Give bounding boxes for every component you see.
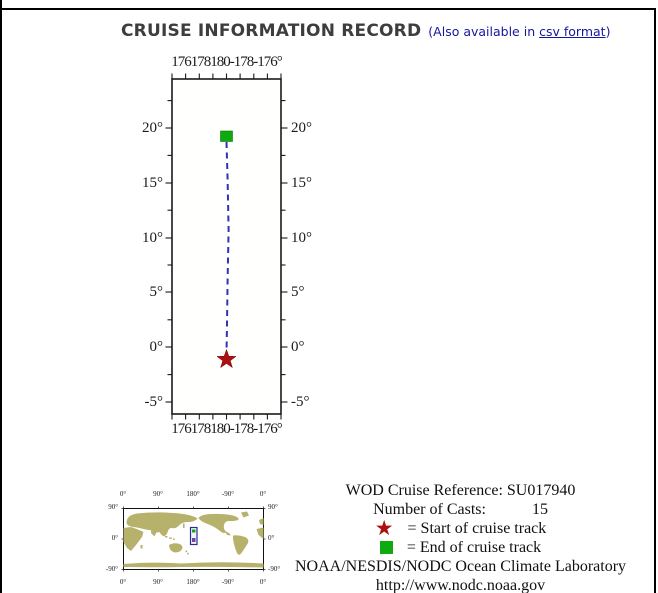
- mm-lon-top-180: 180°: [186, 490, 200, 498]
- lat-label-right-m5: -5°: [291, 394, 310, 410]
- lat-label-right-0: 0°: [291, 339, 305, 355]
- also-available-text: (Also available in: [428, 24, 536, 39]
- lat-label-right-5: 5°: [291, 284, 305, 300]
- wod-reference-line: WOD Cruise Reference: SU017940: [345, 482, 576, 499]
- mm-lon-bot-180: 180°: [186, 578, 200, 586]
- mm-lon-top-90: 90°: [153, 490, 163, 498]
- lat-label-left-5: 5°: [149, 284, 164, 300]
- number-of-casts-line: Number of Casts: 15: [293, 500, 628, 519]
- start-of-track-marker: [216, 348, 237, 369]
- lat-label-right-10: 10°: [291, 230, 312, 246]
- lon-axis-label-bottom: 176178180-178-176°: [171, 421, 283, 437]
- cruise-region-highlight-box: [189, 526, 198, 546]
- mm-lon-top-m90: -90°: [221, 490, 235, 498]
- mm-lat-right-0: 0°: [268, 534, 275, 542]
- lat-label-left-m5: -5°: [144, 394, 164, 410]
- organization-line: NOAA/NESDIS/NODC Ocean Climate Laborator…: [294, 558, 627, 575]
- mm-lon-bot-360: 0°: [259, 578, 267, 586]
- mm-lon-bot-90: 90°: [153, 578, 163, 586]
- mini-map-continents: [123, 511, 264, 568]
- legend-start-line: ★ = Start of cruise track: [293, 516, 628, 540]
- start-star-icon: ★: [374, 516, 394, 540]
- lat-label-left-20: 20°: [142, 120, 163, 136]
- mm-lon-top-360: 0°: [259, 490, 267, 498]
- mm-lat-left-m90: -90°: [105, 565, 118, 573]
- mini-end-marker: [192, 529, 196, 533]
- mm-lat-right-90: 90°: [268, 503, 278, 511]
- world-locator-map: [121, 506, 266, 572]
- mm-lat-left-90: 90°: [108, 503, 118, 511]
- mini-map-ticks: [121, 506, 266, 572]
- page-border-left: [0, 0, 2, 593]
- mm-lat-left-0: 0°: [111, 534, 118, 542]
- end-legend-text: = End of cruise track: [406, 539, 542, 556]
- plot-right-ticks: [281, 100, 288, 403]
- csv-format-link[interactable]: csv format: [539, 24, 606, 39]
- lat-label-right-15: 15°: [291, 175, 312, 191]
- lat-label-left-10: 10°: [142, 230, 163, 246]
- plot-bottom-ticks: [171, 414, 282, 420]
- page-border-right: [654, 8, 656, 593]
- start-legend-text: = Start of cruise track: [407, 520, 547, 537]
- end-square-icon: [379, 541, 393, 554]
- page-border-top: [0, 8, 656, 10]
- end-of-track-marker: [220, 130, 233, 142]
- legend-end-line: = End of cruise track: [293, 538, 628, 557]
- cruise-track-plot: [165, 73, 288, 420]
- lat-label-left-15: 15°: [142, 175, 163, 191]
- casts-label: Number of Casts:: [373, 501, 486, 518]
- page-title: CRUISE INFORMATION RECORD: [121, 21, 422, 41]
- plot-top-ticks: [171, 73, 282, 79]
- close-paren-text: ): [605, 24, 611, 39]
- mm-lon-bot-m90: -90°: [221, 578, 235, 586]
- website-url-line: http://www.nodc.noaa.gov: [375, 577, 546, 593]
- mm-lon-top-0: 0°: [119, 490, 127, 498]
- casts-value: 15: [531, 501, 548, 518]
- mm-lon-bot-0: 0°: [119, 578, 127, 586]
- mm-lat-right-m90: -90°: [268, 565, 281, 573]
- title-row: CRUISE INFORMATION RECORD (Also availabl…: [121, 21, 610, 41]
- csv-availability-note: (Also available in csv format): [428, 24, 610, 39]
- cruise-info-block: WOD Cruise Reference: SU017940 Number of…: [293, 481, 628, 593]
- plot-left-ticks: [165, 100, 172, 403]
- lon-axis-label-top: 176178180-178-176°: [171, 54, 283, 70]
- lat-label-left-0: 0°: [149, 339, 164, 355]
- mini-start-marker: [192, 538, 196, 542]
- cruise-track-dashed-line: [225, 141, 230, 354]
- lat-label-right-20: 20°: [291, 120, 312, 136]
